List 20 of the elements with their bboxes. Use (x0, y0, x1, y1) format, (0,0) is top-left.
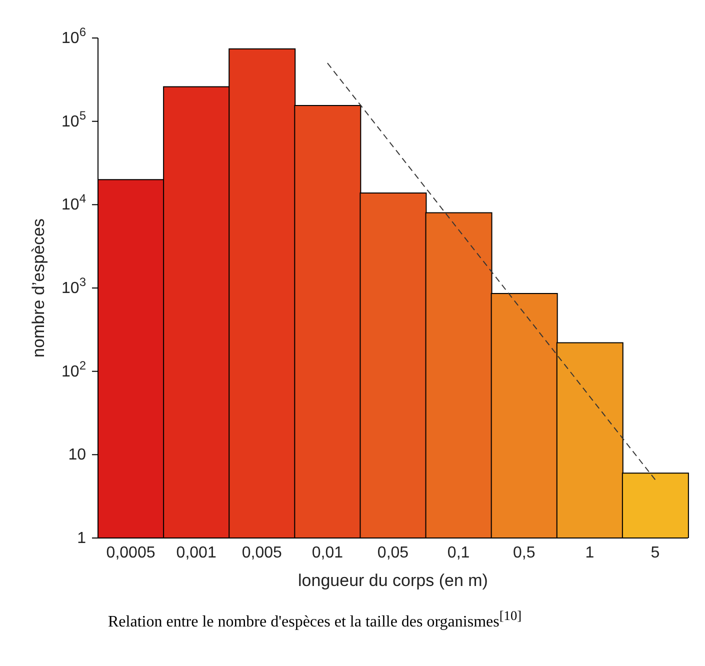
y-tick-label: 1 (77, 530, 86, 547)
x-tick-label: 0,005 (242, 544, 282, 562)
y-tick-label: 10$^{6}$ (62, 25, 86, 47)
x-axis-title: longueur du corps (en m) (298, 571, 488, 590)
x-tick-label: 0,01 (312, 544, 344, 562)
y-tick-label: 10$^{5}$ (62, 108, 86, 130)
x-tick-label: 0,05 (377, 544, 409, 562)
y-tick-label: 10$^{4}$ (62, 192, 86, 214)
y-tick-label: 10 (68, 446, 86, 464)
text: Relation entre le nombre d'espèces et la taille des organismes$^{[10]}$ (107, 608, 523, 632)
y-tick-label: 10$^{3}$ (62, 275, 86, 297)
x-tick-label: 0,5 (512, 544, 536, 562)
x-tick-label: 0,1 (447, 544, 470, 562)
y-tick-label: 10$^{2}$ (62, 358, 86, 380)
x-tick-label: 1 (585, 544, 594, 562)
line-series (326, 62, 656, 480)
x-tick-label: 5 (650, 544, 660, 562)
x-tick-label: 0,001 (176, 544, 216, 562)
x-tick-label: 0,0005 (106, 544, 156, 562)
y-axis-title: nombre d’espèces (29, 218, 48, 358)
